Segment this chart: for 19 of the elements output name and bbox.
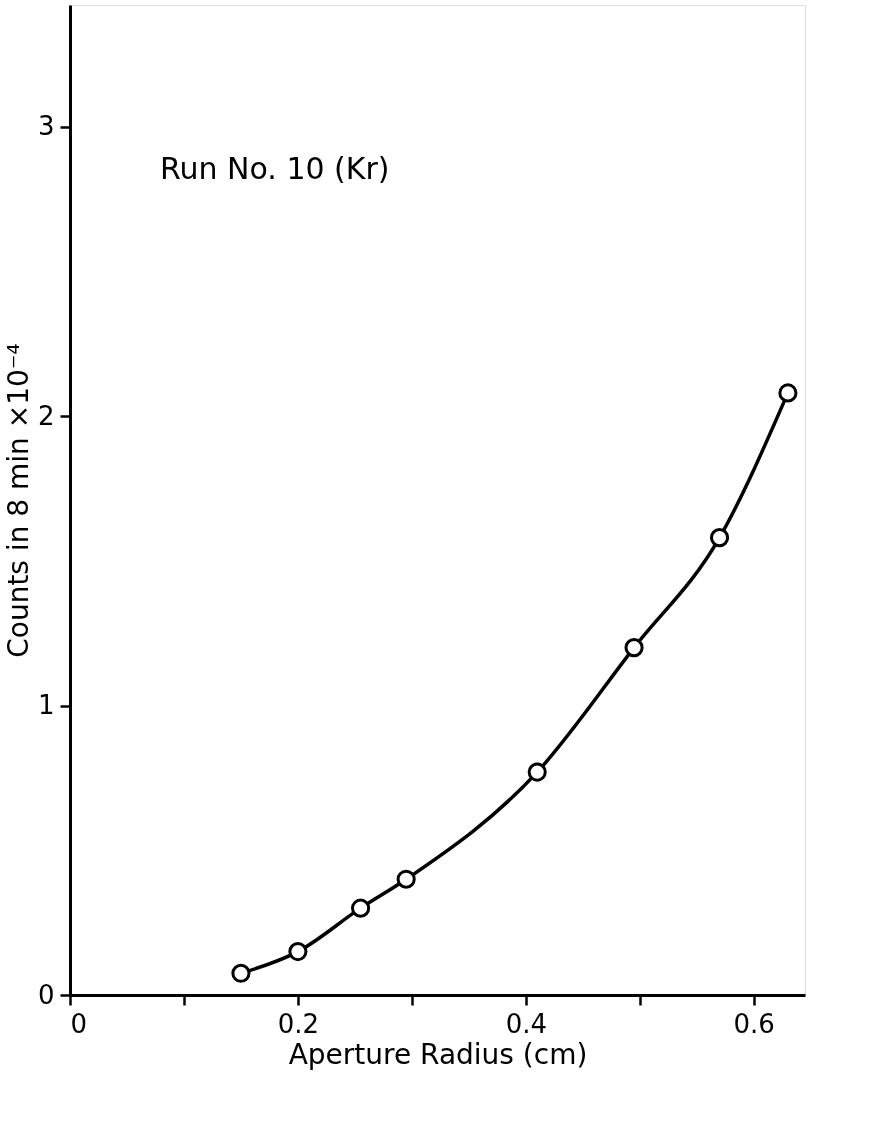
annotation: Run No. 10 (Kr) bbox=[160, 151, 390, 186]
point bbox=[709, 528, 730, 548]
y-tick-label: 0 bbox=[37, 979, 55, 1010]
y-axis-title: Counts in 8 min ×10⁻⁴ bbox=[1, 343, 35, 658]
x-tick-label: 0.4 bbox=[505, 1008, 547, 1039]
x-tick-label: 0.6 bbox=[733, 1008, 775, 1039]
x-axis-title: Aperture Radius (cm) bbox=[288, 1037, 588, 1071]
point bbox=[527, 762, 547, 782]
point bbox=[624, 638, 644, 658]
point bbox=[778, 383, 798, 403]
y-tick-label: 2 bbox=[37, 400, 55, 431]
x-tick-label: 0.2 bbox=[277, 1008, 320, 1039]
x-tick-label: 0 bbox=[70, 1008, 88, 1039]
y-tick-label: 1 bbox=[37, 690, 55, 721]
point bbox=[351, 898, 371, 918]
point bbox=[231, 963, 251, 983]
point bbox=[288, 942, 308, 962]
point bbox=[396, 869, 416, 889]
y-tick-label: 3 bbox=[37, 111, 55, 142]
